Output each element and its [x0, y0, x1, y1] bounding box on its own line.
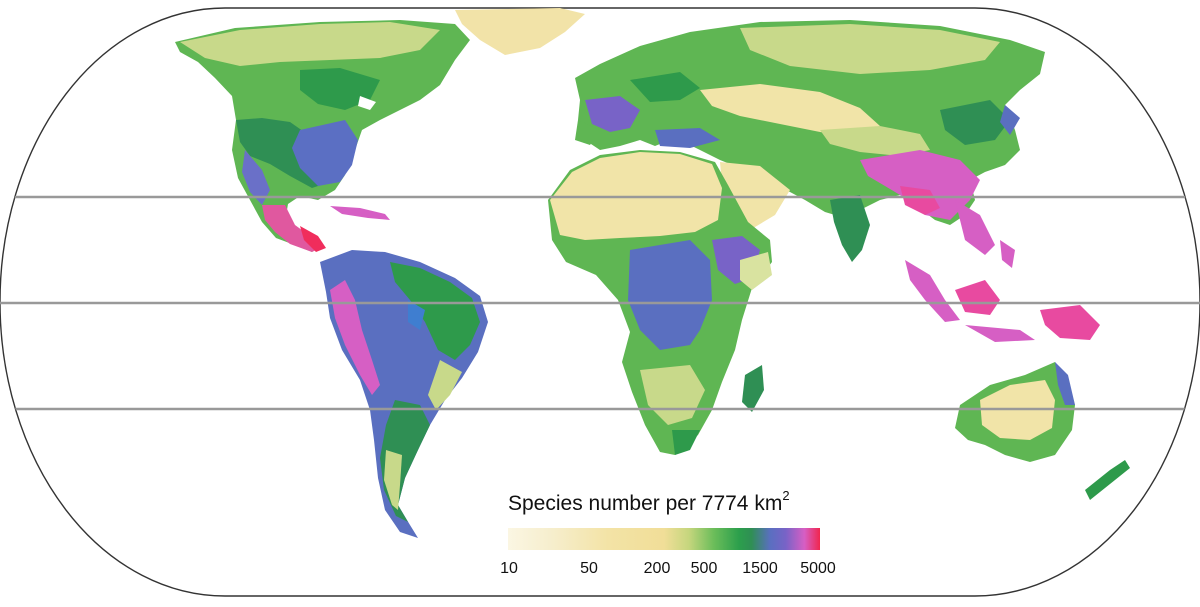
legend-tick: 1500 — [742, 560, 778, 577]
legend-title-main: Species number per 7774 km — [508, 492, 783, 515]
maritime-southeast-asia — [905, 240, 1100, 342]
legend-title-superscript: 2 — [782, 488, 790, 503]
legend-title: Species number per 7774 km2 — [508, 488, 848, 516]
legend-tick: 5000 — [800, 560, 836, 577]
new-zealand — [1085, 460, 1130, 500]
legend-tick: 200 — [643, 560, 671, 577]
eurasia — [575, 20, 1045, 262]
legend-tick: 500 — [690, 560, 718, 577]
legend-tick: 10 — [500, 560, 518, 577]
greenland — [455, 8, 585, 55]
legend-color-bar — [508, 528, 820, 550]
south-america — [320, 250, 488, 538]
legend-tick: 50 — [580, 560, 598, 577]
caribbean-islands — [330, 206, 390, 220]
madagascar — [742, 365, 764, 412]
north-america — [175, 20, 470, 252]
